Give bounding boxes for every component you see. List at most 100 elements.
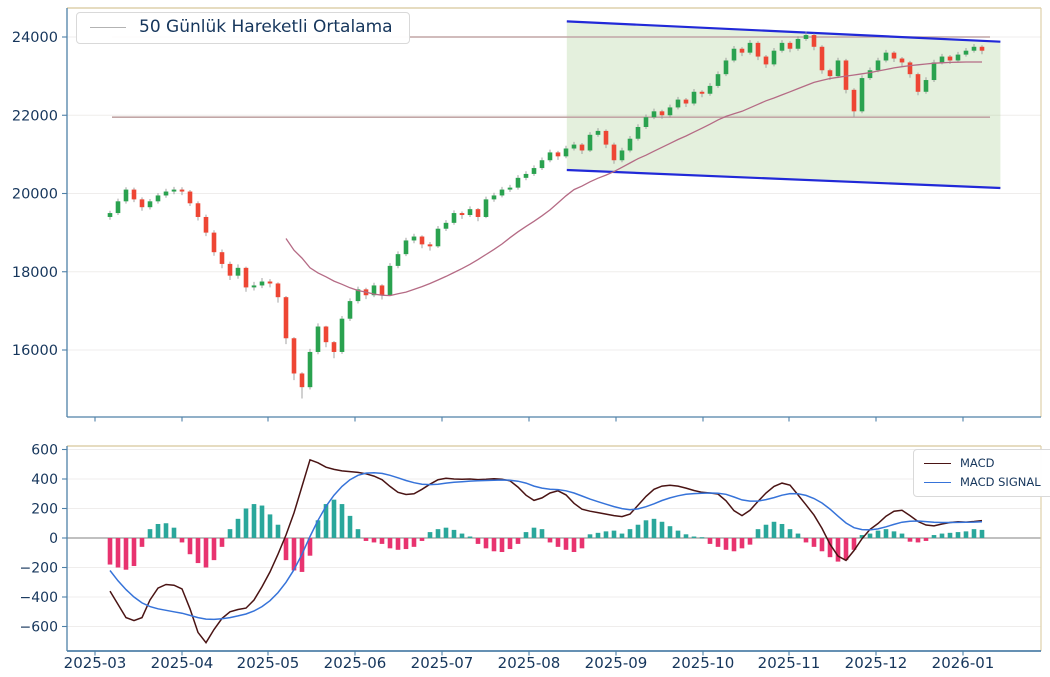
legend-macd-row: MACD [924, 456, 1041, 470]
hist-bar-negative [139, 538, 145, 547]
candle-up [443, 222, 449, 229]
candle-down [915, 74, 921, 92]
hist-bar-positive [267, 514, 273, 538]
candle-down [475, 209, 481, 217]
hist-bar-positive [683, 534, 689, 538]
candle-up [619, 150, 625, 161]
channel-lower-line [566, 168, 1001, 190]
candle-up [147, 201, 153, 208]
hist-bar-negative [547, 538, 553, 543]
hist-bar-negative [571, 538, 577, 553]
candle-up [931, 62, 937, 81]
hist-bar-positive [875, 530, 881, 538]
candle-up [651, 111, 657, 118]
hist-bar-positive [883, 529, 889, 538]
candle-up [259, 281, 265, 286]
hist-bar-positive [339, 504, 345, 538]
hist-bar-positive [891, 531, 897, 538]
hist-bar-positive [251, 504, 257, 538]
hist-bar-negative [475, 538, 481, 544]
candle-up [387, 265, 393, 296]
date-tick-label: 2025-03 [64, 654, 127, 672]
hist-bar-negative [835, 538, 841, 562]
candle-down [811, 35, 817, 47]
candle-up [835, 60, 841, 77]
candle-up [803, 35, 809, 39]
hist-bar-positive [635, 524, 641, 538]
hist-bar-positive [651, 518, 657, 538]
candle-up [347, 301, 353, 319]
candle-down [851, 89, 857, 112]
hist-bar-negative [715, 538, 721, 547]
candle-down [131, 189, 137, 200]
hist-bar-negative [363, 538, 369, 541]
macd-signal-line [109, 472, 983, 621]
hist-bar-positive [315, 520, 321, 538]
candle-up [875, 60, 881, 71]
candle-down [899, 58, 905, 63]
hist-bar-negative [515, 538, 521, 544]
hist-bar-negative [491, 538, 497, 552]
hist-bar-positive [955, 532, 961, 538]
candle-up [643, 117, 649, 127]
hist-bar-positive [795, 533, 801, 538]
hist-bar-positive [259, 505, 265, 538]
candle-down [211, 232, 217, 253]
hist-bar-positive [427, 532, 433, 538]
price-tick-label: 16000 [12, 343, 58, 359]
candle-up [371, 285, 377, 296]
date-tick-label: 2025-10 [672, 654, 735, 672]
hist-bar-positive [691, 536, 697, 538]
hist-bar-positive [627, 529, 633, 538]
hist-bar-positive [755, 529, 761, 538]
hist-bar-negative [851, 538, 857, 550]
macd-tick-label: 400 [31, 472, 58, 488]
candle-down [891, 52, 897, 59]
hist-bar-negative [563, 538, 569, 550]
hist-bar-positive [643, 520, 649, 538]
hist-bar-positive [659, 521, 665, 538]
hist-bar-positive [163, 523, 169, 538]
hist-bar-positive [595, 532, 601, 538]
candle-down [379, 285, 385, 296]
candle-up [715, 74, 721, 86]
candle-down [419, 236, 425, 245]
hist-bar-positive [587, 534, 593, 538]
price-tick-label: 22000 [12, 108, 58, 124]
hist-bar-negative [379, 538, 385, 544]
hist-bar-positive [787, 529, 793, 538]
candle-up [731, 48, 737, 61]
hist-bar-positive [435, 529, 441, 538]
candle-up [795, 38, 801, 49]
hist-bar-positive [979, 529, 985, 538]
candle-up [411, 236, 417, 241]
date-tick-label: 2025-06 [324, 654, 387, 672]
candle-down [299, 373, 305, 388]
hist-bar-positive [859, 535, 865, 538]
hist-bar-negative [211, 538, 217, 561]
hist-bar-negative [387, 538, 393, 549]
hist-bar-positive [603, 531, 609, 538]
candle-up [723, 60, 729, 75]
hist-bar-positive [947, 532, 953, 538]
candle-up [315, 326, 321, 352]
hist-bar-negative [123, 538, 129, 570]
hist-bar-negative [179, 538, 185, 543]
candle-down [699, 91, 705, 94]
hist-bar-positive [675, 530, 681, 538]
candle-up [547, 152, 553, 161]
hist-bar-negative [499, 538, 505, 553]
candle-down [331, 342, 337, 352]
hist-bar-negative [507, 538, 513, 550]
hist-bar-positive [971, 529, 977, 538]
hist-bar-negative [307, 538, 313, 556]
hist-bar-negative [419, 538, 425, 541]
hist-bar-negative [747, 538, 753, 545]
hist-bar-negative [707, 538, 713, 544]
candle-up [307, 351, 313, 388]
candle-up [515, 177, 521, 188]
candle-up [883, 52, 889, 61]
candle-up [403, 240, 409, 255]
candle-down [427, 244, 433, 247]
